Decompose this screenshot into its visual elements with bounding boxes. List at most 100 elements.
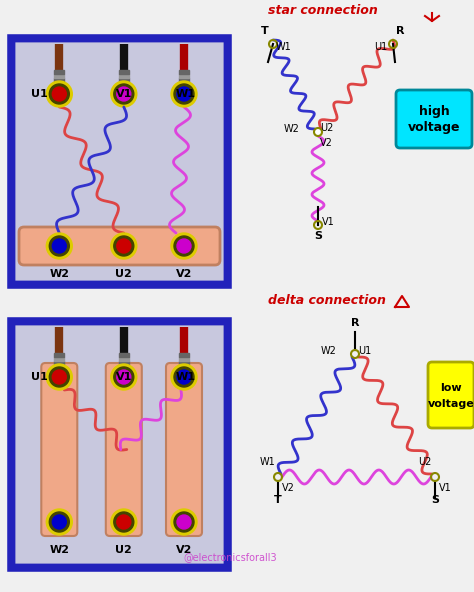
Bar [179, 353, 189, 357]
Circle shape [177, 239, 191, 253]
FancyBboxPatch shape [14, 41, 225, 282]
Text: W2: W2 [49, 545, 69, 555]
Circle shape [114, 367, 134, 387]
Text: R: R [396, 26, 404, 36]
FancyBboxPatch shape [396, 90, 472, 148]
Circle shape [117, 515, 131, 529]
Text: V1: V1 [116, 372, 132, 382]
Text: R: R [351, 318, 359, 328]
Bar [55, 70, 64, 74]
Circle shape [174, 512, 194, 532]
Bar [179, 357, 189, 361]
Circle shape [52, 370, 66, 384]
Text: V2: V2 [282, 483, 295, 493]
Circle shape [117, 239, 131, 253]
Text: S: S [431, 495, 439, 505]
Circle shape [49, 512, 69, 532]
Bar [55, 78, 64, 84]
Text: voltage: voltage [408, 121, 460, 134]
Circle shape [171, 364, 197, 390]
Circle shape [46, 233, 73, 259]
Text: V2: V2 [176, 269, 192, 279]
Text: V2: V2 [320, 138, 333, 148]
Circle shape [52, 239, 66, 253]
Circle shape [314, 128, 322, 136]
Bar [119, 357, 129, 361]
Text: W2: W2 [49, 269, 69, 279]
Text: W1: W1 [176, 89, 196, 99]
Bar [55, 74, 64, 78]
Bar [119, 70, 129, 74]
Text: V1: V1 [116, 89, 132, 99]
Circle shape [114, 84, 134, 104]
FancyBboxPatch shape [41, 363, 77, 536]
Text: T: T [261, 26, 269, 36]
Circle shape [46, 509, 73, 535]
Circle shape [171, 509, 197, 535]
Text: delta connection: delta connection [268, 294, 386, 307]
Circle shape [111, 364, 137, 390]
Circle shape [46, 364, 73, 390]
FancyBboxPatch shape [10, 320, 229, 569]
Bar [179, 78, 189, 84]
Text: @electronicsforall3: @electronicsforall3 [183, 552, 277, 562]
Circle shape [49, 367, 69, 387]
Text: U1: U1 [374, 42, 387, 52]
Circle shape [52, 87, 66, 101]
Text: V2: V2 [176, 545, 192, 555]
Bar [179, 70, 189, 74]
Circle shape [171, 233, 197, 259]
Circle shape [52, 515, 66, 529]
Text: low: low [440, 383, 462, 393]
Bar [119, 78, 129, 84]
FancyBboxPatch shape [166, 363, 202, 536]
Text: U1: U1 [31, 89, 48, 99]
Circle shape [174, 367, 194, 387]
Text: T: T [274, 495, 282, 505]
Text: U2: U2 [116, 269, 132, 279]
Circle shape [177, 515, 191, 529]
Circle shape [177, 370, 191, 384]
Bar [119, 74, 129, 78]
Text: U2: U2 [419, 457, 432, 467]
FancyBboxPatch shape [106, 363, 142, 536]
FancyBboxPatch shape [10, 37, 229, 286]
Circle shape [114, 236, 134, 256]
FancyBboxPatch shape [428, 362, 474, 428]
FancyBboxPatch shape [14, 324, 225, 565]
Circle shape [49, 84, 69, 104]
Circle shape [177, 87, 191, 101]
Bar [179, 74, 189, 78]
FancyBboxPatch shape [19, 227, 220, 265]
Bar [55, 361, 64, 367]
Text: high: high [419, 105, 449, 118]
Circle shape [117, 87, 131, 101]
Text: S: S [314, 231, 322, 241]
Circle shape [46, 81, 73, 107]
Text: U1: U1 [358, 346, 371, 356]
Text: W1: W1 [176, 372, 196, 382]
Bar [119, 361, 129, 367]
Bar [55, 357, 64, 361]
Text: W1: W1 [259, 457, 275, 467]
Text: U1: U1 [31, 372, 48, 382]
Text: W2: W2 [321, 346, 337, 356]
Text: U2: U2 [320, 123, 333, 133]
Circle shape [111, 233, 137, 259]
Circle shape [111, 81, 137, 107]
Text: star connection: star connection [268, 4, 378, 17]
Text: voltage: voltage [428, 399, 474, 409]
Circle shape [117, 370, 131, 384]
Bar [119, 353, 129, 357]
Text: U2: U2 [116, 545, 132, 555]
Circle shape [49, 236, 69, 256]
Circle shape [174, 236, 194, 256]
Bar [55, 353, 64, 357]
Bar [179, 361, 189, 367]
Text: V1: V1 [439, 483, 452, 493]
Circle shape [111, 509, 137, 535]
Circle shape [174, 84, 194, 104]
Text: V1: V1 [322, 217, 335, 227]
Circle shape [171, 81, 197, 107]
Circle shape [114, 512, 134, 532]
